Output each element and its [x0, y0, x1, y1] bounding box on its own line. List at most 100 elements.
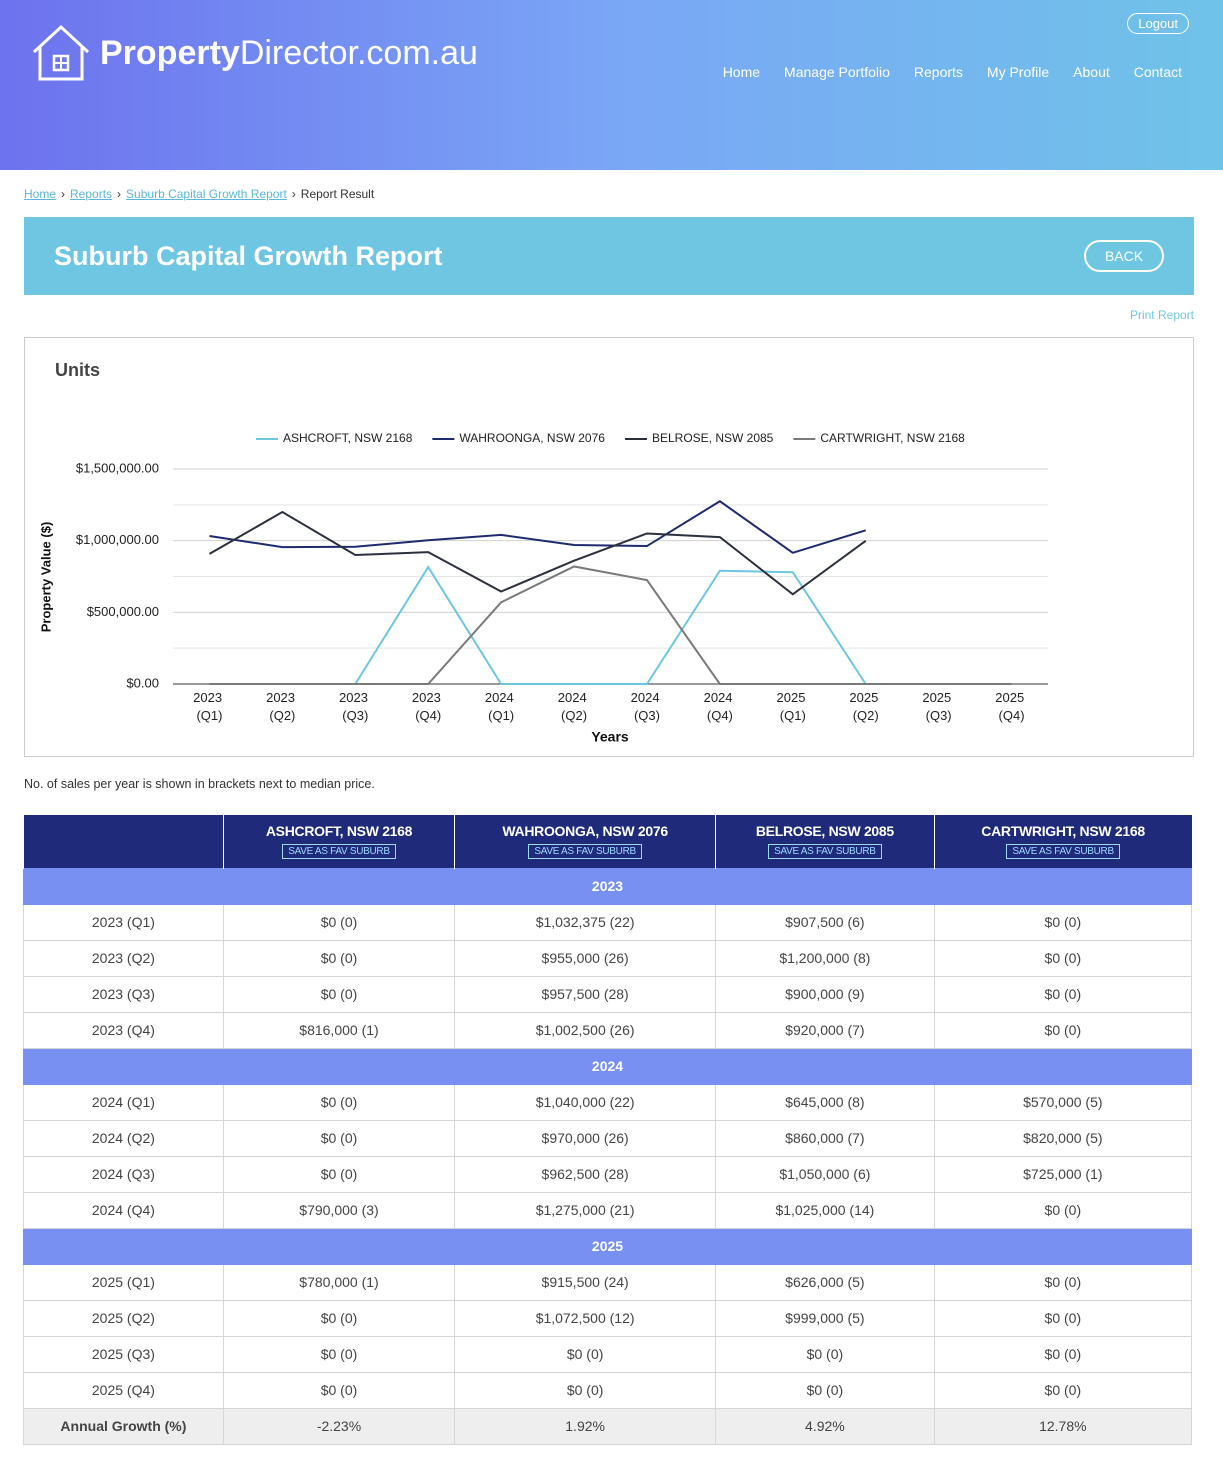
- cell: $0 (0): [222, 939, 456, 977]
- fav-button[interactable]: SAVE AS FAV SUBURB: [528, 844, 642, 860]
- data-row: 2023 (Q3) $0 (0) $957,500 (28) $900,000 (9)…: [23, 975, 1193, 1013]
- data-table: ASHCROFT, NSW 2168 SAVE AS FAV SUBURB WAHR…: [23, 815, 1193, 1445]
- cell: $1,275,000 (21): [454, 1191, 717, 1229]
- column-name: CARTWRIGHT, NSW 2168: [981, 823, 1145, 840]
- nav: Home Manage Portfolio Reports My Profile Abo…: [723, 64, 1182, 80]
- cell: $0 (0): [715, 1335, 935, 1373]
- data-row: 2023 (Q2) $0 (0) $955,000 (26) $1,200,000 (…: [23, 939, 1193, 977]
- fav-button[interactable]: SAVE AS FAV SUBURB: [282, 844, 396, 860]
- x-tick-label: 2025 (Q2): [849, 690, 882, 723]
- cell: 1.92%: [454, 1407, 717, 1445]
- cell: $0 (0): [933, 1335, 1193, 1373]
- cell: $626,000 (5): [715, 1263, 935, 1301]
- breadcrumb-link[interactable]: Reports: [70, 187, 113, 201]
- header-cell: [23, 815, 224, 868]
- cell: $0 (0): [222, 903, 456, 941]
- nav-link[interactable]: Contact: [1133, 64, 1182, 80]
- y-tick-label: $500,000.00: [87, 604, 159, 619]
- cell: $645,000 (8): [715, 1083, 935, 1121]
- cell: $780,000 (1): [222, 1263, 456, 1301]
- back-button[interactable]: BACK: [1084, 240, 1164, 272]
- cell: $570,000 (5): [933, 1083, 1193, 1121]
- data-row: 2024 (Q2) $0 (0) $970,000 (26) $860,000 (7)…: [23, 1119, 1193, 1157]
- cell: $0 (0): [222, 1299, 456, 1337]
- group-row: 2023: [23, 867, 1192, 905]
- group-label: 2024: [23, 1047, 1192, 1085]
- nav-link[interactable]: About: [1073, 64, 1110, 80]
- cell: $999,000 (5): [715, 1299, 935, 1337]
- cell: $962,500 (28): [454, 1155, 717, 1193]
- cell: $1,040,000 (22): [454, 1083, 717, 1121]
- legend-label: ASHCROFT, NSW 2168: [283, 431, 413, 445]
- header-row: ASHCROFT, NSW 2168 SAVE AS FAV SUBURB WAHR…: [23, 815, 1192, 868]
- footer-row: Annual Growth (%) -2.23% 1.92% 4.92% 12.78%: [23, 1407, 1193, 1445]
- cell: $790,000 (3): [222, 1191, 456, 1229]
- x-tick-label: 2024 (Q3): [631, 690, 664, 723]
- cell: $0 (0): [454, 1371, 717, 1409]
- breadcrumb-separator: ›: [291, 187, 296, 201]
- legend-label: CARTWRIGHT, NSW 2168: [820, 431, 965, 445]
- data-row: 2025 (Q4) $0 (0) $0 (0) $0 (0) $0 (0): [23, 1371, 1193, 1409]
- cell: 2023 (Q4): [23, 1011, 224, 1049]
- breadcrumb-current: Report Result: [300, 187, 375, 201]
- group-label: 2023: [23, 867, 1192, 905]
- cell: $907,500 (6): [715, 903, 935, 941]
- column-name: WAHROONGA, NSW 2076: [502, 823, 668, 840]
- cell: 2023 (Q1): [23, 903, 224, 941]
- chart-box: Units Years Property Value ($) $0.00 $500…: [24, 337, 1194, 757]
- cell: $0 (0): [933, 1263, 1193, 1301]
- series-line: [209, 565, 1012, 685]
- x-tick-label: 2024 (Q4): [704, 690, 737, 723]
- cell: $0 (0): [715, 1371, 935, 1409]
- cell: $1,072,500 (12): [454, 1299, 717, 1337]
- cell: 2025 (Q3): [23, 1335, 224, 1373]
- logo-rest: Director.com.au: [239, 33, 478, 72]
- y-axis-label: Property Value ($): [38, 522, 53, 633]
- nav-link[interactable]: Reports: [913, 64, 963, 80]
- nav-link[interactable]: Manage Portfolio: [784, 64, 890, 80]
- header-cell: WAHROONGA, NSW 2076 SAVE AS FAV SUBURB: [454, 815, 716, 868]
- breadcrumb-link[interactable]: Home: [24, 187, 57, 201]
- series-line: [209, 565, 1012, 685]
- cell: $970,000 (26): [454, 1119, 717, 1157]
- cell: 2023 (Q3): [23, 975, 224, 1013]
- breadcrumb-link[interactable]: Suburb Capital Growth Report: [126, 187, 287, 201]
- cell: $0 (0): [222, 1155, 456, 1193]
- x-tick-label: 2023 (Q1): [193, 690, 226, 723]
- cell: -2.23%: [222, 1407, 456, 1445]
- cell: $0 (0): [933, 1371, 1193, 1409]
- chart: Units Years Property Value ($) $0.00 $500…: [38, 360, 1048, 745]
- fav-button[interactable]: SAVE AS FAV SUBURB: [1006, 844, 1120, 860]
- cell: 2025 (Q1): [23, 1263, 224, 1301]
- cell: $1,032,375 (22): [454, 903, 717, 941]
- cell: $955,000 (26): [454, 939, 717, 977]
- logout-button[interactable]: Logout: [1127, 13, 1189, 34]
- group-row: 2024: [23, 1047, 1192, 1085]
- logo-icon: [32, 24, 90, 81]
- fav-button[interactable]: SAVE AS FAV SUBURB: [768, 844, 882, 860]
- banner: Suburb Capital Growth Report BACK: [24, 217, 1194, 295]
- series-line: [208, 510, 867, 596]
- cell: $920,000 (7): [715, 1011, 935, 1049]
- group-label: 2025: [23, 1227, 1192, 1265]
- nav-link[interactable]: My Profile: [986, 64, 1050, 80]
- data-row: 2025 (Q2) $0 (0) $1,072,500 (12) $999,000 (…: [23, 1299, 1193, 1337]
- data-row: 2025 (Q3) $0 (0) $0 (0) $0 (0) $0 (0): [23, 1335, 1193, 1373]
- cell: $0 (0): [454, 1335, 717, 1373]
- cell: $0 (0): [933, 939, 1193, 977]
- cell: 12.78%: [933, 1407, 1193, 1445]
- print-link[interactable]: Print Report: [1129, 308, 1194, 322]
- legend-label: WAHROONGA, NSW 2076: [459, 431, 605, 445]
- data-row: 2024 (Q4) $790,000 (3) $1,275,000 (21) $1,0…: [23, 1191, 1193, 1229]
- page-title: Suburb Capital Growth Report: [54, 241, 443, 271]
- x-tick-label: 2024 (Q2): [558, 690, 591, 723]
- header-cell: CARTWRIGHT, NSW 2168 SAVE AS FAV SUBURB: [933, 815, 1192, 868]
- logo[interactable]: PropertyDirector.com.au: [30, 24, 478, 82]
- cell: 2025 (Q2): [23, 1299, 224, 1337]
- nav-link[interactable]: Home: [722, 64, 761, 80]
- breadcrumb: Home › Reports › Suburb Capital Growth Repor…: [24, 187, 374, 201]
- cell: 2024 (Q1): [23, 1083, 224, 1121]
- cell: $0 (0): [222, 1119, 456, 1157]
- data-row: 2024 (Q1) $0 (0) $1,040,000 (22) $645,000 (…: [23, 1083, 1193, 1121]
